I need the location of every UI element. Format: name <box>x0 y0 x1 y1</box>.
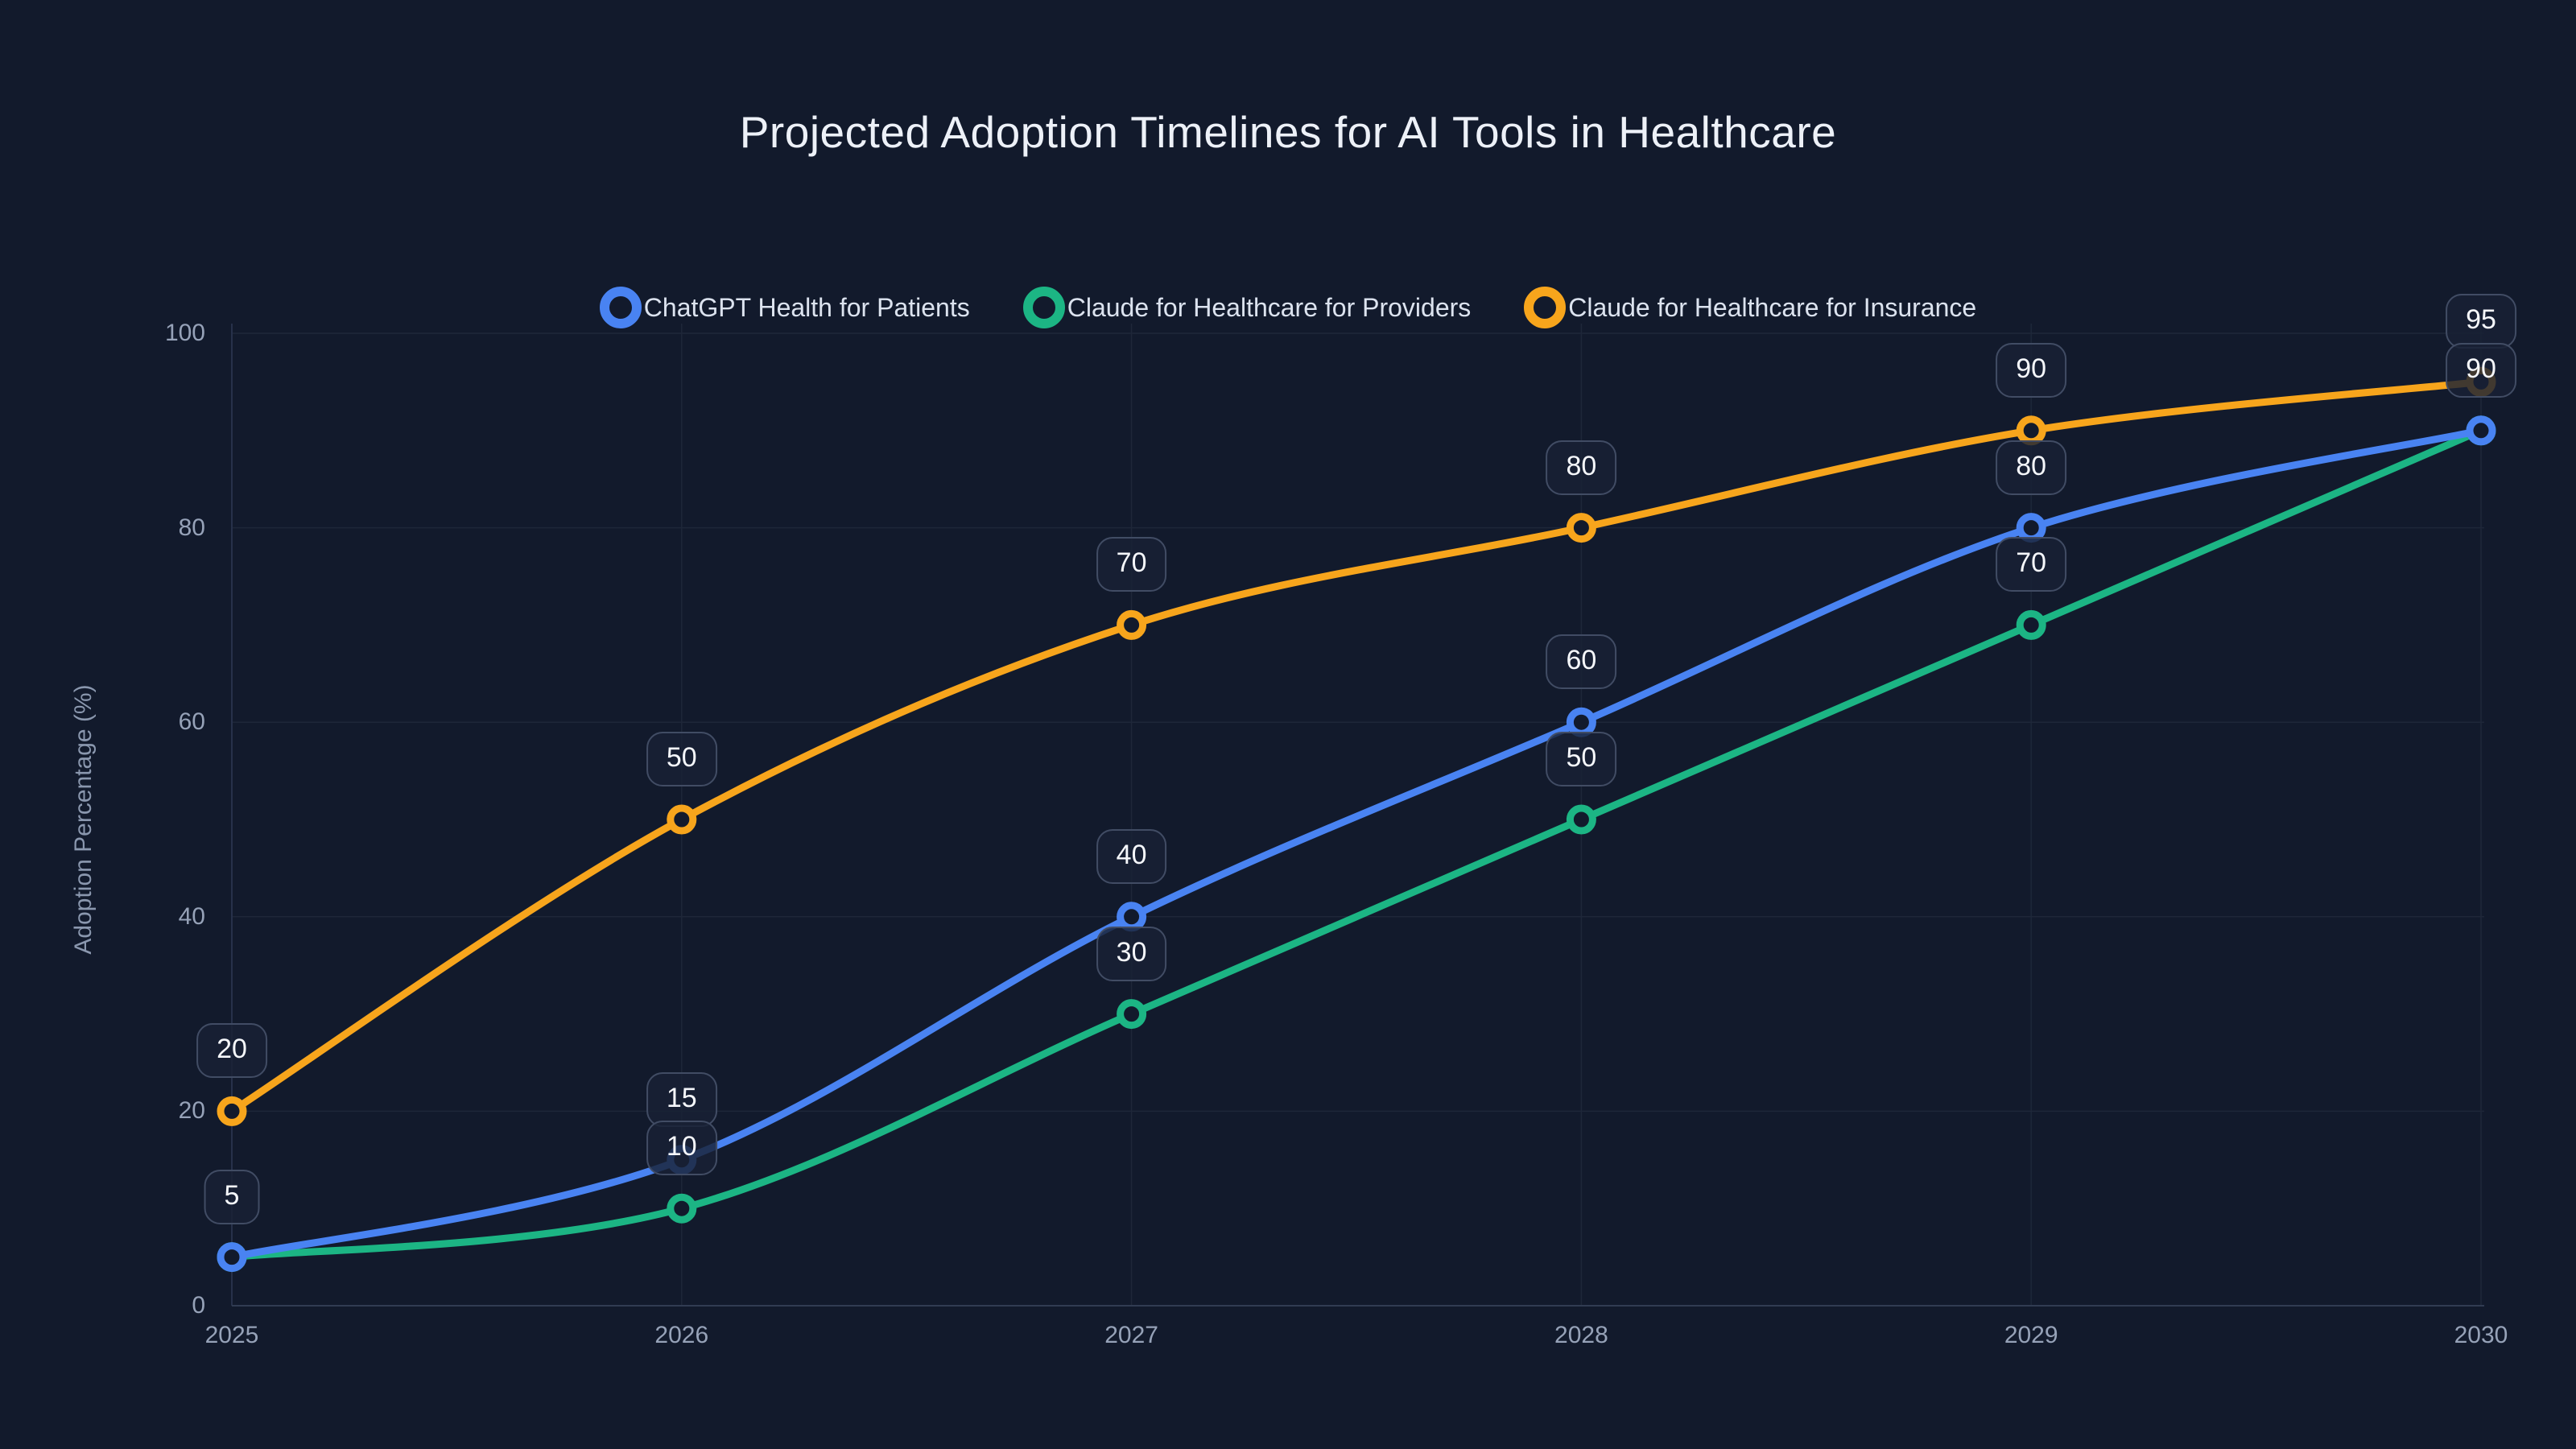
data-label-badge: 5 <box>204 1169 260 1224</box>
y-tick-label: 40 <box>178 902 205 930</box>
legend-label: Claude for Healthcare for Insurance <box>1568 292 1977 322</box>
data-label-badge: 50 <box>646 732 717 786</box>
data-point-marker <box>2016 415 2046 446</box>
data-label-badge: 70 <box>1996 537 2067 592</box>
legend-item-1[interactable]: ChatGPT Health for Patients <box>599 287 970 328</box>
legend: ChatGPT Health for Patients Claude for He… <box>0 287 2576 328</box>
x-tick-label: 2027 <box>1104 1322 1158 1348</box>
data-label-badge: 30 <box>1096 926 1167 981</box>
x-tick-label: 2025 <box>204 1322 259 1348</box>
data-point-marker <box>1566 707 1596 737</box>
series-line <box>228 378 2485 1115</box>
data-label-badge: 90 <box>1996 342 2067 398</box>
data-point-marker <box>1117 902 1147 932</box>
data-point-marker <box>1566 804 1596 835</box>
data-label-badge: 10 <box>646 1121 717 1176</box>
data-label-badge: 80 <box>1546 440 1617 495</box>
data-point-marker <box>217 1242 247 1273</box>
data-label-badge: 60 <box>1546 634 1617 690</box>
y-tick-label: 100 <box>164 320 205 346</box>
data-label-badge: 15 <box>646 1071 717 1127</box>
data-point-marker <box>667 804 697 835</box>
series-line <box>228 427 2485 1261</box>
legend-item-2[interactable]: Claude for Healthcare for Providers <box>1022 287 1472 328</box>
data-point-marker <box>1117 999 1147 1030</box>
series-line <box>228 427 2485 1261</box>
data-label-badge: 20 <box>196 1023 267 1079</box>
data-label-badge: 80 <box>1996 440 2067 495</box>
data-label-badge: 40 <box>1096 828 1167 884</box>
legend-item-3[interactable]: Claude for Healthcare for Insurance <box>1524 287 1976 328</box>
x-tick-label: 2029 <box>2004 1322 2058 1348</box>
data-point-marker <box>217 1096 247 1126</box>
data-label-badge: 95 <box>2446 294 2516 349</box>
data-point-marker <box>667 1193 697 1224</box>
x-tick-label: 2026 <box>654 1322 709 1348</box>
x-tick-label: 2030 <box>2454 1322 2508 1348</box>
data-point-marker <box>2016 513 2046 543</box>
data-point-marker <box>1566 513 1596 543</box>
data-point-marker <box>2016 609 2046 640</box>
y-tick-label: 60 <box>178 708 205 736</box>
y-tick-label: 80 <box>178 514 205 541</box>
data-label-badge: 70 <box>1096 537 1167 592</box>
x-tick-label: 2028 <box>1554 1322 1608 1348</box>
data-point-marker <box>2466 415 2496 446</box>
data-label-badge: 50 <box>1546 732 1617 786</box>
data-label-badge: 90 <box>2446 342 2516 398</box>
legend-label: ChatGPT Health for Patients <box>643 292 970 322</box>
data-point-marker <box>1117 609 1147 640</box>
legend-label: Claude for Healthcare for Providers <box>1067 292 1472 322</box>
y-tick-label: 0 <box>192 1292 205 1319</box>
chart-title: Projected Adoption Timelines for AI Tool… <box>739 107 1837 157</box>
y-tick-label: 20 <box>178 1097 205 1125</box>
